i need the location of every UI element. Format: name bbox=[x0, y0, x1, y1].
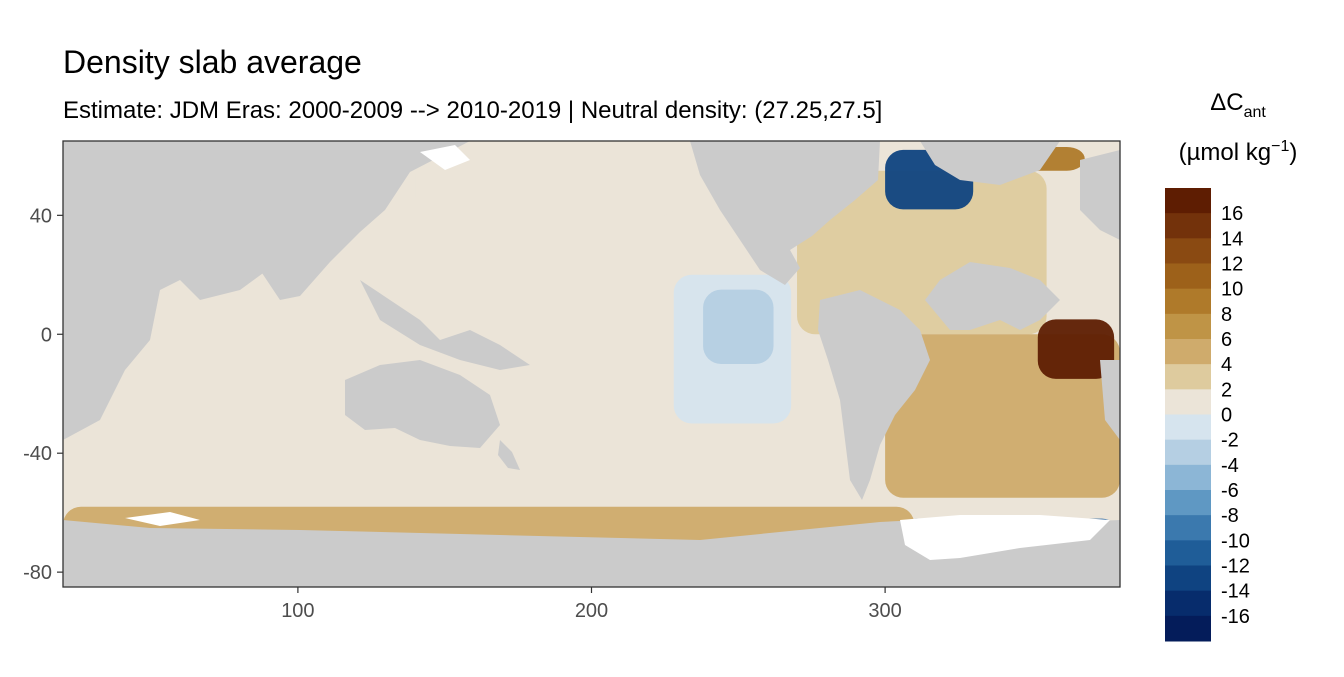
x-tick-label: 100 bbox=[281, 600, 314, 622]
legend-swatch bbox=[1165, 389, 1211, 415]
legend-label: 12 bbox=[1221, 254, 1243, 276]
land-antarctica bbox=[63, 520, 1120, 587]
legend-swatch bbox=[1165, 263, 1211, 290]
legend-label: -8 bbox=[1221, 505, 1239, 527]
legend-swatch bbox=[1165, 464, 1211, 491]
missing-weddell bbox=[900, 515, 1110, 560]
legend-swatch bbox=[1165, 188, 1211, 214]
legend-label: -14 bbox=[1221, 581, 1250, 603]
legend-swatch bbox=[1165, 439, 1211, 466]
legend-label: 14 bbox=[1221, 228, 1243, 250]
legend-label: 0 bbox=[1221, 405, 1232, 427]
missing-data-layer bbox=[125, 145, 1110, 560]
legend-label: -2 bbox=[1221, 430, 1239, 452]
legend-swatch bbox=[1165, 590, 1211, 617]
legend-swatch bbox=[1165, 313, 1211, 340]
legend-swatches bbox=[1165, 188, 1211, 642]
legend-label: -6 bbox=[1221, 480, 1239, 502]
legend-swatch bbox=[1165, 238, 1211, 264]
missing-ross bbox=[125, 512, 200, 526]
land-africa-west bbox=[925, 262, 1060, 330]
land-asia bbox=[63, 141, 470, 300]
map-plot-area bbox=[62, 140, 1121, 588]
land-greenland bbox=[920, 141, 1060, 185]
legend-unit-suffix: ) bbox=[1289, 139, 1297, 166]
legend-title-sub: ant bbox=[1244, 104, 1267, 121]
legend-title-main: ΔC bbox=[1210, 89, 1243, 116]
land-australia bbox=[345, 360, 500, 448]
legend-swatch bbox=[1165, 414, 1211, 441]
legend-swatch bbox=[1165, 565, 1211, 592]
legend-unit-sup: −1 bbox=[1271, 138, 1289, 155]
x-tick-label: 200 bbox=[575, 600, 608, 622]
legend-label: -16 bbox=[1221, 606, 1250, 628]
legend-unit-prefix: (µmol kg bbox=[1179, 139, 1272, 166]
legend-labels: 16 14 12 10 8 6 4 2 0 -2 -4 -6 -8 -10 -12 -14 -16 bbox=[1221, 203, 1250, 628]
legend-label: 10 bbox=[1221, 279, 1243, 301]
legend-swatch bbox=[1165, 515, 1211, 541]
y-tick-label: -80 bbox=[23, 562, 52, 584]
land-europe bbox=[1080, 150, 1120, 240]
y-tick-label: 40 bbox=[30, 205, 52, 227]
y-tick-label: 0 bbox=[41, 324, 52, 346]
legend-label: 6 bbox=[1221, 329, 1232, 351]
chart-subtitle: Estimate: JDM Eras: 2000-2009 --> 2010-2… bbox=[63, 97, 882, 124]
missing-north-pacific bbox=[420, 145, 470, 170]
legend-label: -10 bbox=[1221, 530, 1250, 552]
region-cell-7 bbox=[1037, 319, 1115, 379]
legend-label: 8 bbox=[1221, 304, 1232, 326]
legend-swatch bbox=[1165, 213, 1211, 239]
legend-label: 16 bbox=[1221, 203, 1243, 225]
legend-label: -12 bbox=[1221, 556, 1250, 578]
region-cell-2 bbox=[703, 289, 774, 364]
region-cell-3 bbox=[415, 155, 680, 216]
legend-swatch bbox=[1165, 615, 1211, 642]
colorbar-legend: ΔCant (µmol kg−1) 16 14 12 10 8 6 4 2 0 -2 -4 -6 -8 -… bbox=[1165, 89, 1297, 642]
legend-label: 2 bbox=[1221, 379, 1232, 401]
x-axis: 100 200 300 bbox=[281, 587, 902, 622]
legend-swatch bbox=[1165, 339, 1211, 365]
legend-title: ΔCant bbox=[1210, 89, 1266, 121]
legend-swatch bbox=[1165, 540, 1211, 566]
y-axis: 40 0 -40 -80 bbox=[23, 205, 63, 584]
legend-swatch bbox=[1165, 364, 1211, 390]
land-south-america bbox=[818, 290, 930, 500]
land-newzealand bbox=[498, 440, 520, 470]
land-north-america bbox=[690, 141, 880, 285]
y-tick-label: -40 bbox=[23, 443, 52, 465]
x-tick-label: 300 bbox=[868, 600, 901, 622]
legend-swatch bbox=[1165, 288, 1211, 315]
land-africa-southwest bbox=[1100, 360, 1120, 440]
legend-label: -4 bbox=[1221, 455, 1239, 477]
legend-unit: (µmol kg−1) bbox=[1179, 138, 1298, 166]
land-layer bbox=[63, 141, 1120, 587]
chart-title: Density slab average bbox=[63, 44, 362, 80]
legend-swatch bbox=[1165, 490, 1211, 516]
legend-label: 4 bbox=[1221, 354, 1232, 376]
land-maritime bbox=[360, 280, 530, 370]
